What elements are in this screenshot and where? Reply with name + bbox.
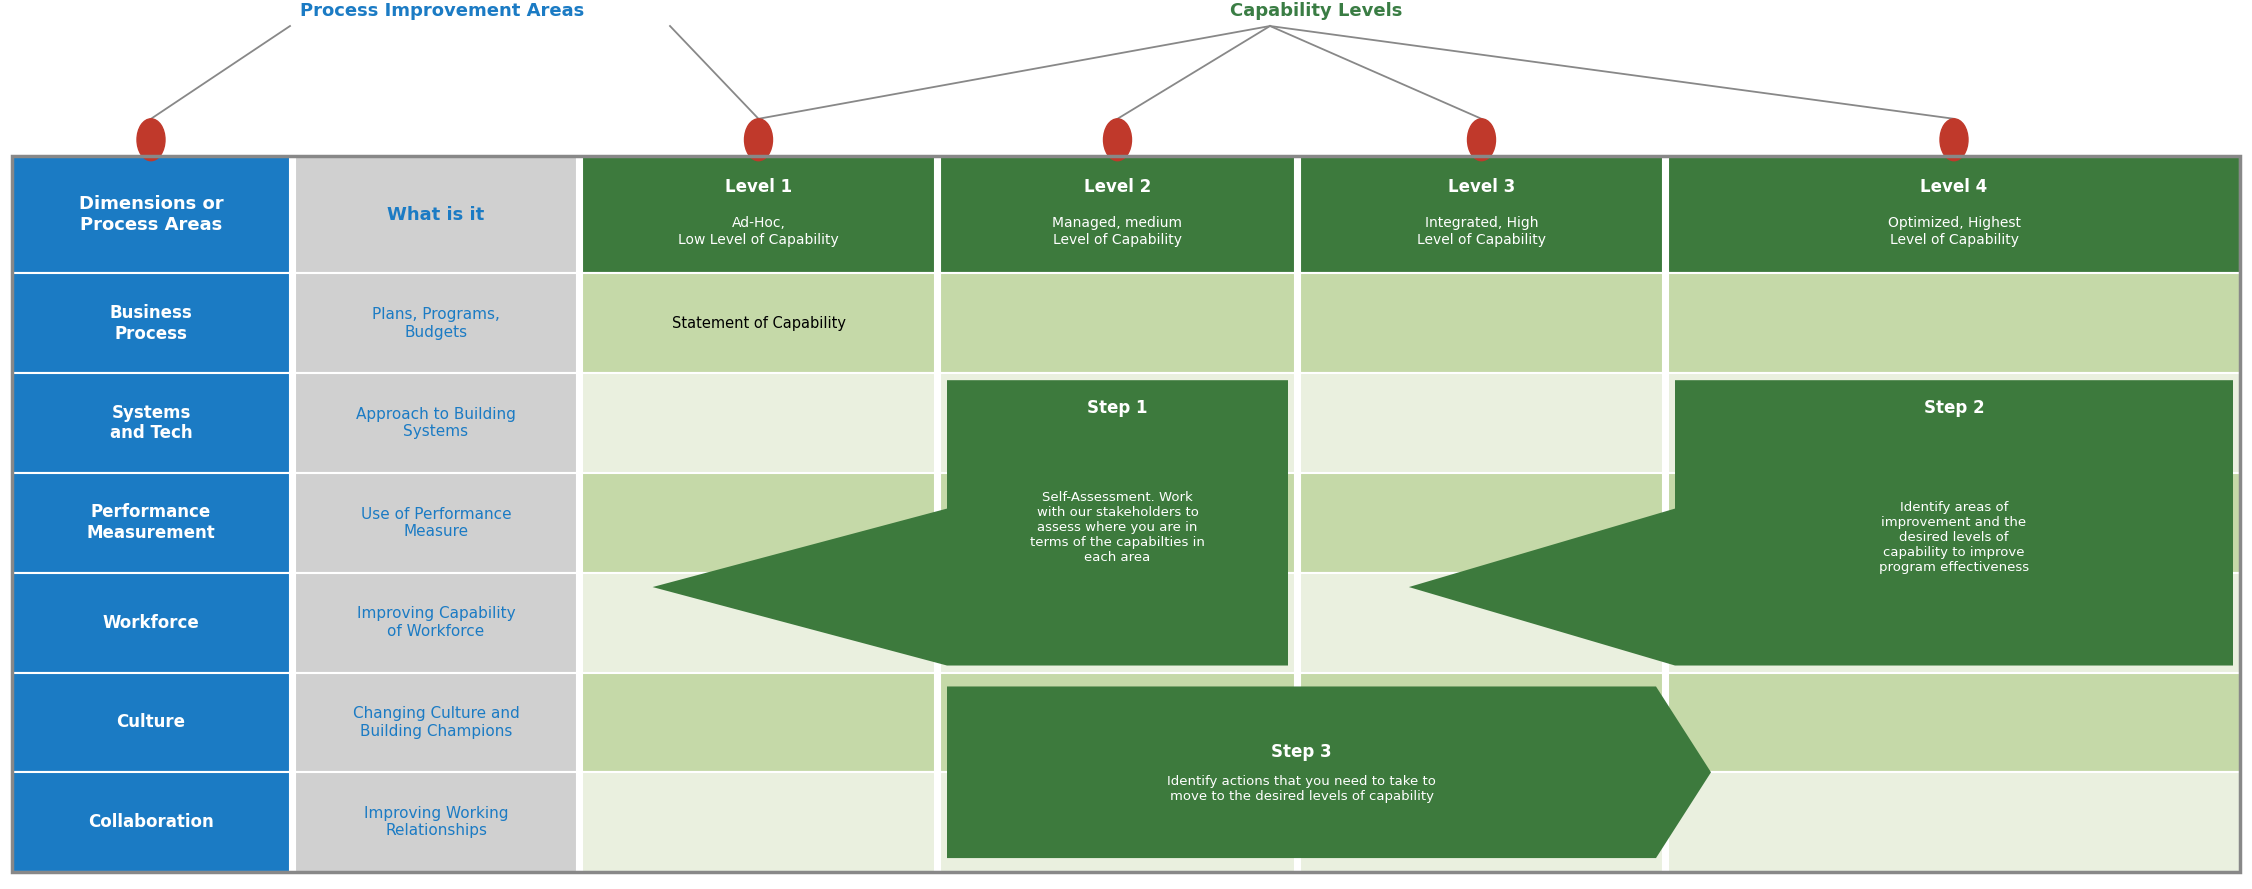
- Bar: [1299, 573, 1662, 672]
- Bar: [1669, 156, 2241, 274]
- Bar: [11, 473, 291, 573]
- Text: Ad-Hoc,
Low Level of Capability: Ad-Hoc, Low Level of Capability: [678, 216, 840, 246]
- Text: Process Improvement Areas: Process Improvement Areas: [300, 2, 583, 20]
- Bar: [11, 573, 291, 672]
- Bar: [939, 672, 1295, 773]
- Bar: [581, 773, 935, 872]
- Text: Collaboration: Collaboration: [88, 813, 214, 831]
- Text: Integrated, High
Level of Capability: Integrated, High Level of Capability: [1417, 216, 1547, 246]
- Bar: [11, 274, 291, 373]
- Text: Systems
and Tech: Systems and Tech: [110, 404, 191, 443]
- Bar: [581, 373, 935, 473]
- Bar: [295, 573, 577, 672]
- Text: Self-Assessment. Work
with our stakeholders to
assess where you are in
terms of : Self-Assessment. Work with our stakehold…: [1029, 492, 1205, 565]
- Bar: [1669, 773, 2241, 872]
- Bar: [939, 156, 1295, 274]
- Bar: [581, 672, 935, 773]
- Bar: [1669, 373, 2241, 473]
- Text: Optimized, Highest
Level of Capability: Optimized, Highest Level of Capability: [1887, 216, 2020, 246]
- Bar: [1299, 156, 1662, 274]
- Text: Identify areas of
improvement and the
desired levels of
capability to improve
pr: Identify areas of improvement and the de…: [1878, 501, 2029, 574]
- Bar: [581, 156, 935, 274]
- Bar: [939, 274, 1295, 373]
- Bar: [11, 373, 291, 473]
- Text: Identify actions that you need to take to
move to the desired levels of capabili: Identify actions that you need to take t…: [1167, 775, 1437, 804]
- Bar: [1669, 672, 2241, 773]
- Bar: [581, 274, 935, 373]
- Text: Improving Capability
of Workforce: Improving Capability of Workforce: [356, 606, 516, 639]
- Ellipse shape: [1468, 119, 1495, 161]
- Bar: [581, 473, 935, 573]
- Bar: [295, 156, 577, 274]
- Polygon shape: [1410, 380, 2234, 666]
- Ellipse shape: [137, 119, 164, 161]
- Bar: [295, 373, 577, 473]
- Text: Step 1: Step 1: [1088, 399, 1149, 417]
- Bar: [939, 773, 1295, 872]
- Text: Dimensions or
Process Areas: Dimensions or Process Areas: [79, 196, 223, 234]
- Ellipse shape: [1939, 119, 1968, 161]
- Bar: [11, 156, 2241, 872]
- Bar: [1669, 274, 2241, 373]
- Bar: [295, 473, 577, 573]
- Text: Level 4: Level 4: [1921, 178, 1989, 196]
- Ellipse shape: [1103, 119, 1131, 161]
- Bar: [939, 473, 1295, 573]
- Polygon shape: [948, 686, 1712, 858]
- Text: Managed, medium
Level of Capability: Managed, medium Level of Capability: [1052, 216, 1182, 246]
- Bar: [939, 373, 1295, 473]
- Text: Statement of Capability: Statement of Capability: [671, 316, 844, 331]
- Bar: [295, 773, 577, 872]
- Bar: [295, 672, 577, 773]
- Bar: [581, 573, 935, 672]
- Bar: [1669, 573, 2241, 672]
- Ellipse shape: [745, 119, 772, 161]
- Bar: [939, 573, 1295, 672]
- Text: Level 2: Level 2: [1083, 178, 1151, 196]
- Text: Approach to Building
Systems: Approach to Building Systems: [356, 407, 516, 439]
- Text: Level 1: Level 1: [725, 178, 793, 196]
- Bar: [1299, 473, 1662, 573]
- Bar: [11, 773, 291, 872]
- Bar: [11, 672, 291, 773]
- Text: Improving Working
Relationships: Improving Working Relationships: [365, 806, 509, 838]
- Text: Level 3: Level 3: [1448, 178, 1516, 196]
- Text: Plans, Programs,
Budgets: Plans, Programs, Budgets: [372, 307, 500, 340]
- Text: Performance
Measurement: Performance Measurement: [86, 503, 216, 542]
- Bar: [1299, 373, 1662, 473]
- Text: Changing Culture and
Building Champions: Changing Culture and Building Champions: [354, 706, 520, 739]
- Text: Use of Performance
Measure: Use of Performance Measure: [360, 507, 511, 539]
- Polygon shape: [653, 380, 1288, 666]
- Bar: [1669, 473, 2241, 573]
- Text: Step 2: Step 2: [1923, 399, 1984, 417]
- Text: Business
Process: Business Process: [110, 304, 191, 343]
- Bar: [1299, 274, 1662, 373]
- Text: Culture: Culture: [117, 713, 185, 732]
- Bar: [11, 156, 291, 274]
- Text: What is it: What is it: [387, 205, 484, 223]
- Bar: [295, 274, 577, 373]
- Text: Workforce: Workforce: [104, 613, 200, 631]
- Text: Capability Levels: Capability Levels: [1230, 2, 1403, 20]
- Bar: [1299, 773, 1662, 872]
- Text: Step 3: Step 3: [1270, 743, 1331, 761]
- Bar: [1299, 672, 1662, 773]
